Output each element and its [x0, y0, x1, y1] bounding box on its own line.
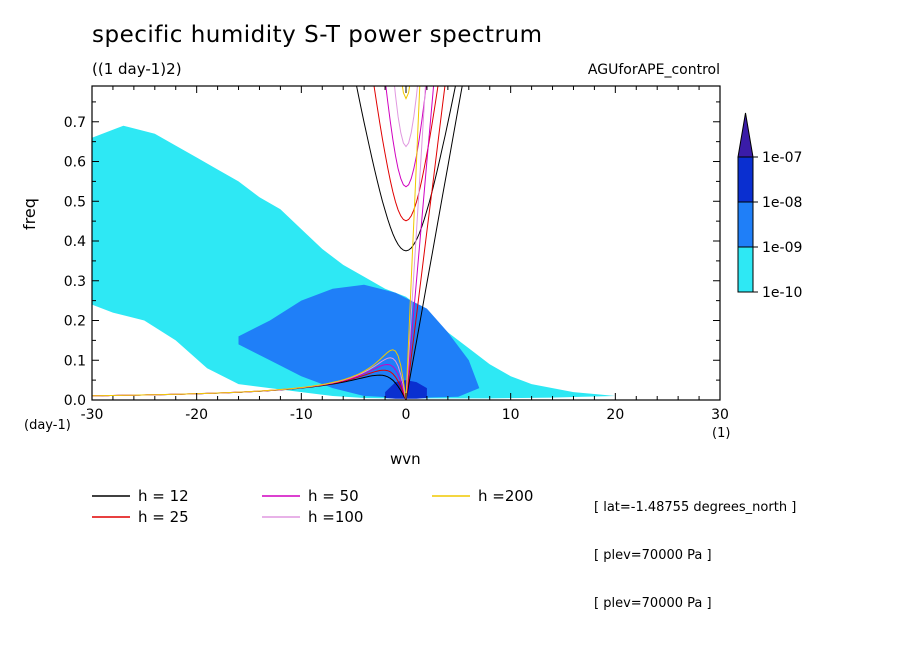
dataset-label: AGUforAPE_control: [587, 62, 720, 78]
colorbar-label: 1e-07: [762, 150, 802, 166]
colorbar: 1e-10 1e-09 1e-08 1e-07: [737, 112, 802, 301]
legend-label-h50: h = 50: [308, 487, 359, 505]
power-region-1: [238, 284, 480, 398]
legend-label-h25: h = 25: [138, 508, 189, 526]
y-tick-label: 0.5: [64, 194, 86, 210]
annotation-plev-2: [ plev=70000 Pa ]: [594, 596, 712, 611]
annotation-lat: [ lat=-1.48755 degrees_north ]: [594, 500, 797, 515]
y-axis-unit: (day-1): [24, 418, 71, 433]
y-tick-label: 0.2: [64, 314, 86, 330]
colorbar-segment: [737, 156, 754, 203]
kelvin-curve-h12: [405, 86, 463, 400]
x-tick-label: 10: [502, 407, 520, 423]
chart-subtitle: ((1 day-1)2): [92, 60, 182, 78]
dispersion-curves: [92, 86, 463, 400]
colorbar-segment: [737, 201, 754, 248]
inertia-gravity-curve-h25: [373, 86, 439, 222]
rossby-curve-h200: [92, 349, 407, 400]
x-axis-label: wvn: [390, 450, 421, 468]
x-tick-label: 0: [402, 407, 411, 423]
x-tick-label: -10: [290, 407, 313, 423]
y-tick-label: 0.0: [64, 393, 86, 409]
y-tick-label: 0.3: [64, 274, 86, 290]
y-tick-label: 0.6: [64, 155, 86, 171]
inertia-gravity-curve-h200: [401, 86, 411, 100]
legend-label-h12: h = 12: [138, 487, 189, 505]
inertia-gravity-curve-h12: [356, 86, 456, 252]
power-region-0: [92, 125, 616, 399]
inertia-gravity-curve-h50: [385, 86, 427, 188]
y-tick-label: 0.4: [64, 234, 86, 250]
x-tick-label: 20: [606, 407, 624, 423]
legend: h = 12 h = 25 h = 50 h =100 h =200: [92, 487, 533, 526]
x-tick-label: -20: [185, 407, 208, 423]
x-axis-unit: (1): [712, 426, 731, 441]
colorbar-label: 1e-10: [762, 285, 802, 301]
annotation-plev-1: [ plev=70000 Pa ]: [594, 548, 712, 563]
x-tick-label: 30: [711, 407, 729, 423]
colorbar-segment: [737, 246, 754, 293]
legend-label-h100: h =100: [308, 508, 363, 526]
legend-label-h200: h =200: [478, 487, 533, 505]
y-tick-label: 0.1: [64, 353, 86, 369]
metadata-annotations: [ lat=-1.48755 degrees_north ] [ plev=70…: [594, 468, 796, 628]
colorbar-extension: [737, 112, 754, 158]
power-regions: [92, 125, 616, 399]
colorbar-label: 1e-09: [762, 240, 802, 256]
y-tick-label: 0.7: [64, 115, 86, 131]
inertia-gravity-curve-h100: [394, 86, 418, 148]
chart-title: specific humidity S-T power spectrum: [92, 22, 543, 48]
x-tick-label: -30: [81, 407, 104, 423]
axes: -30 -20 -10 0 10 20 30 0.0 0.1 0.2 0.3 0.4 0.5 0.6 0.7: [64, 86, 729, 423]
colorbar-label: 1e-08: [762, 195, 802, 211]
